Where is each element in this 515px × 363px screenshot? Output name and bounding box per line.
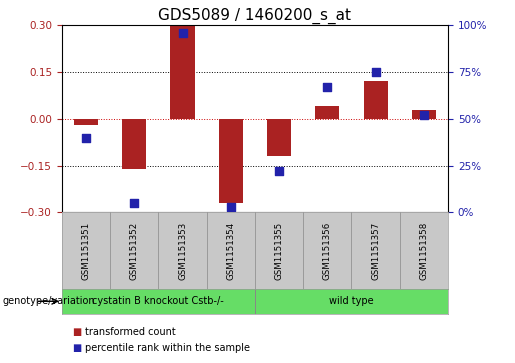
Text: cystatin B knockout Cstb-/-: cystatin B knockout Cstb-/- <box>93 296 224 306</box>
Text: percentile rank within the sample: percentile rank within the sample <box>85 343 250 353</box>
Point <box>130 200 139 206</box>
Text: ■: ■ <box>72 327 81 337</box>
Point <box>178 30 186 36</box>
Text: genotype/variation: genotype/variation <box>3 296 95 306</box>
Point <box>323 84 332 90</box>
Bar <box>74 119 98 125</box>
Text: GSM1151355: GSM1151355 <box>274 221 284 280</box>
Point <box>227 204 235 210</box>
Bar <box>170 25 195 119</box>
Text: GSM1151351: GSM1151351 <box>81 221 91 280</box>
Text: wild type: wild type <box>329 296 374 306</box>
Point <box>82 135 90 140</box>
Text: GSM1151356: GSM1151356 <box>323 221 332 280</box>
Bar <box>267 119 291 156</box>
Point <box>371 69 380 75</box>
Title: GDS5089 / 1460200_s_at: GDS5089 / 1460200_s_at <box>159 8 351 24</box>
Point <box>420 112 428 118</box>
Text: GSM1151353: GSM1151353 <box>178 221 187 280</box>
Bar <box>315 106 339 119</box>
Text: GSM1151357: GSM1151357 <box>371 221 380 280</box>
Text: transformed count: transformed count <box>85 327 176 337</box>
Bar <box>412 110 436 119</box>
Point <box>275 168 283 174</box>
Text: GSM1151358: GSM1151358 <box>419 221 428 280</box>
Bar <box>364 82 388 119</box>
Bar <box>122 119 146 169</box>
Text: GSM1151352: GSM1151352 <box>130 221 139 280</box>
Bar <box>219 119 243 203</box>
Text: GSM1151354: GSM1151354 <box>226 221 235 280</box>
Text: ■: ■ <box>72 343 81 353</box>
